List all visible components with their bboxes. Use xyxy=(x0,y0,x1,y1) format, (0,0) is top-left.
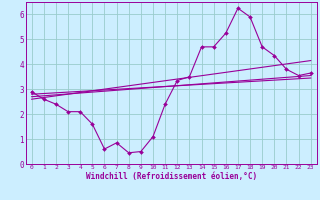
X-axis label: Windchill (Refroidissement éolien,°C): Windchill (Refroidissement éolien,°C) xyxy=(86,172,257,181)
